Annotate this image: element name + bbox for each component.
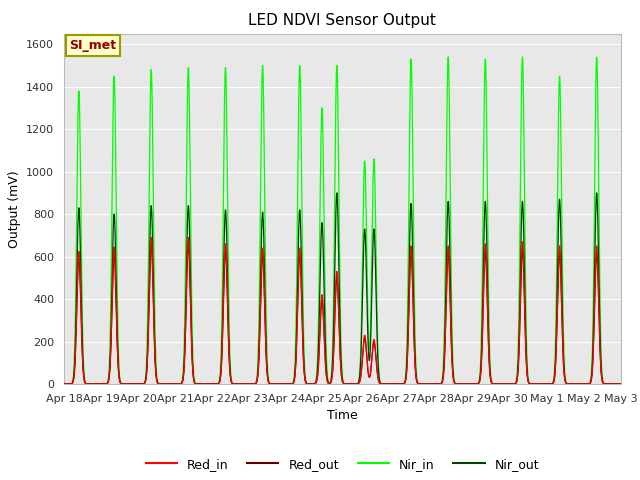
Title: LED NDVI Sensor Output: LED NDVI Sensor Output xyxy=(248,13,436,28)
Y-axis label: Output (mV): Output (mV) xyxy=(8,170,20,248)
Legend: Red_in, Red_out, Nir_in, Nir_out: Red_in, Red_out, Nir_in, Nir_out xyxy=(141,453,544,476)
Text: SI_met: SI_met xyxy=(70,39,116,52)
X-axis label: Time: Time xyxy=(327,409,358,422)
